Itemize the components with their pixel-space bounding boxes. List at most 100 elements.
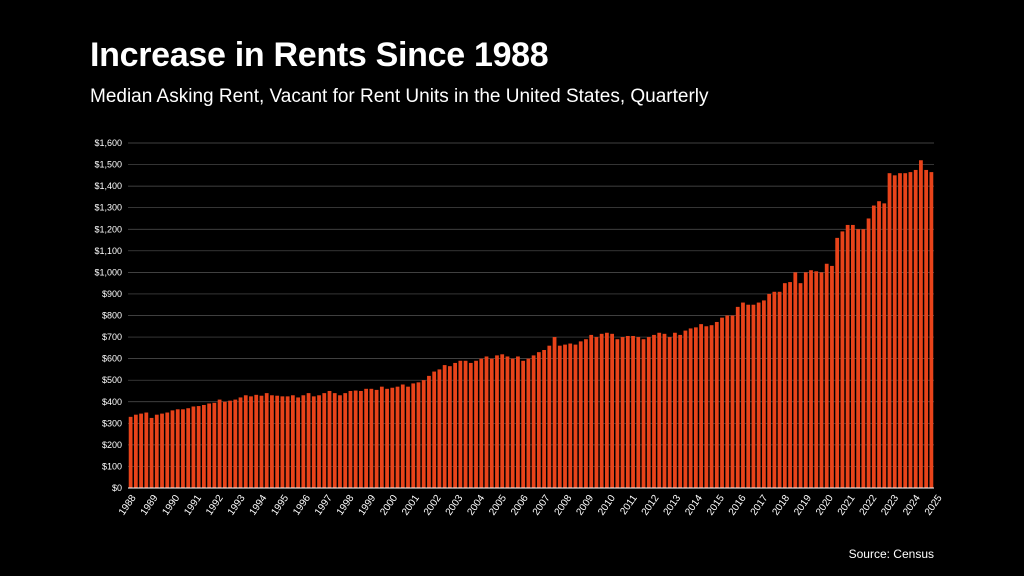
x-tick-label: 2001 <box>400 493 422 518</box>
bar <box>411 383 416 488</box>
bar <box>798 283 803 488</box>
bar <box>406 386 410 488</box>
bar <box>400 384 405 488</box>
bar <box>374 389 379 488</box>
x-tick-label: 1995 <box>269 493 291 518</box>
x-tick-label: 2003 <box>444 493 466 518</box>
bar <box>871 205 876 488</box>
bar <box>369 388 374 488</box>
x-tick-label: 2009 <box>574 493 596 518</box>
y-tick-label: $1,500 <box>94 160 122 170</box>
y-tick-label: $200 <box>102 440 122 450</box>
bar <box>662 333 667 488</box>
bar <box>877 201 881 488</box>
bar <box>385 388 389 488</box>
bar <box>903 173 908 488</box>
bar <box>306 393 311 489</box>
bar <box>892 175 897 488</box>
bar <box>154 414 159 488</box>
bar <box>468 362 473 488</box>
bar <box>667 337 672 488</box>
x-tick-label: 1992 <box>204 493 226 518</box>
bar <box>693 327 698 488</box>
y-tick-label: $1,400 <box>94 181 122 191</box>
bar <box>735 306 740 489</box>
bar <box>238 397 243 488</box>
bar <box>290 395 295 488</box>
x-tick-label: 1998 <box>335 493 357 518</box>
bar <box>222 401 227 488</box>
x-tick-label: 2015 <box>705 493 727 518</box>
bar <box>505 356 510 488</box>
x-tick-label: 1994 <box>248 493 270 518</box>
y-tick-label: $700 <box>102 332 122 342</box>
bar <box>458 360 463 488</box>
bar <box>898 173 902 488</box>
bar <box>866 218 871 488</box>
bar <box>610 333 615 488</box>
x-tick-label: 2018 <box>770 493 792 518</box>
bar <box>641 339 646 488</box>
x-tick-label: 2005 <box>487 493 509 518</box>
bar <box>882 203 887 489</box>
bar <box>175 409 180 488</box>
bar <box>741 302 745 488</box>
bar <box>924 169 929 488</box>
bar <box>390 387 395 488</box>
bar <box>552 337 557 488</box>
bar <box>359 390 363 488</box>
x-tick-label: 2017 <box>749 493 771 518</box>
x-tick-label: 1990 <box>160 493 182 518</box>
x-tick-label: 2019 <box>792 493 814 518</box>
bar <box>416 382 421 488</box>
bar <box>474 360 478 488</box>
bar <box>788 282 792 488</box>
bar <box>746 304 751 488</box>
x-tick-label: 2011 <box>618 493 640 517</box>
bar <box>301 395 306 488</box>
bar <box>296 397 300 488</box>
bar <box>620 337 625 488</box>
bar <box>657 332 662 488</box>
bar <box>599 333 604 488</box>
x-tick-label: 1989 <box>139 493 161 518</box>
bar <box>814 271 819 488</box>
y-tick-label: $900 <box>102 289 122 299</box>
bar <box>631 335 635 488</box>
bar <box>427 375 431 489</box>
bar <box>782 283 787 488</box>
bar <box>233 399 238 488</box>
chart-subtitle: Median Asking Rent, Vacant for Rent Unit… <box>90 86 709 107</box>
bar <box>311 396 316 488</box>
bar <box>819 272 824 489</box>
bar <box>547 345 552 488</box>
bar <box>510 358 515 489</box>
bar <box>270 395 274 488</box>
bar <box>730 315 735 488</box>
bar <box>484 356 489 488</box>
bar <box>751 304 756 488</box>
bar <box>133 414 138 488</box>
bar <box>709 325 714 488</box>
bar <box>830 265 834 488</box>
bar <box>929 172 934 489</box>
bar <box>264 393 269 489</box>
bar <box>688 328 693 488</box>
bar <box>756 302 761 488</box>
y-tick-label: $800 <box>102 311 122 321</box>
x-tick-label: 1993 <box>226 493 248 518</box>
bar <box>285 396 290 488</box>
bar <box>793 272 798 489</box>
x-tick-label: 2022 <box>858 493 880 518</box>
bar <box>479 358 484 489</box>
bar <box>317 395 321 488</box>
bar <box>725 315 730 488</box>
bar <box>840 231 845 488</box>
bar <box>170 410 175 489</box>
bar <box>673 332 677 488</box>
bar <box>777 291 782 488</box>
bar <box>139 413 143 488</box>
bar <box>516 356 520 488</box>
bar <box>254 394 259 488</box>
